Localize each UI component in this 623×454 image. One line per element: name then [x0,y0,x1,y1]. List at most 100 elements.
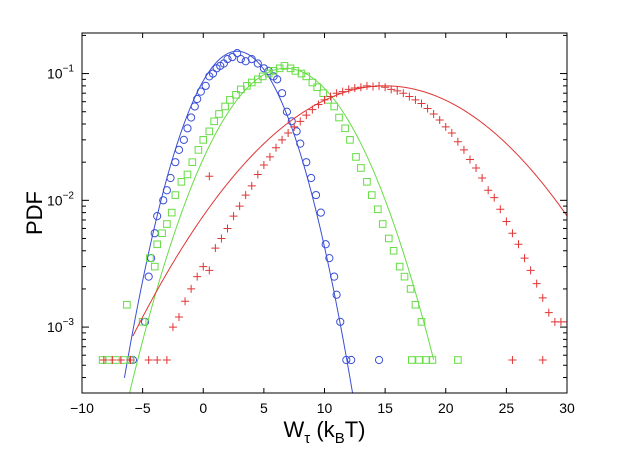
point-square [286,64,295,73]
point-plus [405,92,414,101]
point-square [330,102,338,111]
point-plus [447,128,456,137]
point-circle [292,127,301,136]
point-circle [277,89,287,98]
x-axis-label: Wτ (kBT) [284,417,366,447]
point-square [123,300,131,309]
point-square [264,69,273,78]
point-plus [296,117,305,126]
point-plus [265,152,274,161]
point-plus [350,83,359,92]
point-plus [144,355,153,364]
point-square [177,178,186,186]
point-square [194,146,203,154]
point-plus [532,279,541,288]
point-plus [423,104,432,113]
point-plus [229,212,238,221]
point-square [275,64,284,73]
x-tick-label: 0 [199,400,207,416]
point-square [167,208,176,217]
point-circle [302,158,311,167]
point-plus [217,234,226,243]
point-plus [116,355,125,364]
point-square [138,318,147,326]
point-square [363,178,371,186]
point-circle [307,173,316,183]
point-circle [311,190,321,200]
point-plus [162,355,171,364]
point-plus [502,217,511,226]
data-layer [98,49,567,393]
point-plus [490,193,499,202]
point-plus [314,100,323,109]
point-plus [399,89,408,98]
point-square [341,124,349,133]
point-square [308,78,317,87]
point-circle [247,55,256,64]
point-circle [332,290,341,299]
point-square [319,89,328,97]
point-square [406,285,415,293]
point-circle [171,158,180,167]
point-circle [374,355,384,365]
point-plus [435,116,444,125]
point-plus [538,293,547,302]
point-plus [356,83,365,92]
point-square [454,356,462,364]
point-plus [429,109,438,118]
x-axis-label-sub: τ [304,430,310,447]
y-axis-label: PDF [22,191,47,235]
point-plus [369,82,377,91]
point-plus [259,160,268,169]
point-square [408,356,416,364]
point-plus [175,313,183,322]
point-circle [241,57,250,66]
fit-curve-square [129,67,435,393]
y-tick-label: 10−1 [47,64,74,82]
point-plus [417,99,426,108]
ticks-layer: −10 −5 0 5 10 15 20 25 30 10−1 10−2 10−3 [47,33,575,416]
point-plus [168,323,177,332]
point-plus [302,111,311,120]
point-circle [233,49,242,58]
point-circle [183,124,192,133]
x-axis-label-main: W [284,417,305,442]
point-circle [193,94,202,104]
point-square [171,191,180,199]
point-circle [166,173,175,183]
point-circle [187,113,196,122]
point-circle [330,272,339,281]
point-plus [278,135,287,144]
point-plus [362,81,371,90]
point-plus [99,355,108,364]
point-square [400,272,409,281]
point-square [346,136,354,144]
point-circle [174,145,184,154]
point-square [384,234,393,243]
point-circle [296,139,305,148]
point-square [183,170,192,179]
point-circle [236,55,245,64]
point-square [291,67,300,75]
point-plus [344,85,353,94]
point-plus [241,191,250,200]
point-plus [223,224,232,233]
point-circle [259,64,268,73]
x-tick-label: 20 [438,400,454,416]
point-plus [466,155,474,164]
point-square [335,113,343,122]
x-axis-label-paren-open: (k [310,417,335,442]
point-square [417,318,426,326]
point-circle [282,107,292,116]
point-plus [544,308,553,317]
point-circle [273,75,282,84]
point-plus [126,355,135,364]
point-square [411,300,420,309]
y-tick-label: 10−2 [47,190,74,208]
point-square [378,220,387,228]
x-tick-label: 30 [559,400,575,416]
point-square [188,158,197,166]
point-square [215,110,223,118]
point-plus [459,145,468,154]
